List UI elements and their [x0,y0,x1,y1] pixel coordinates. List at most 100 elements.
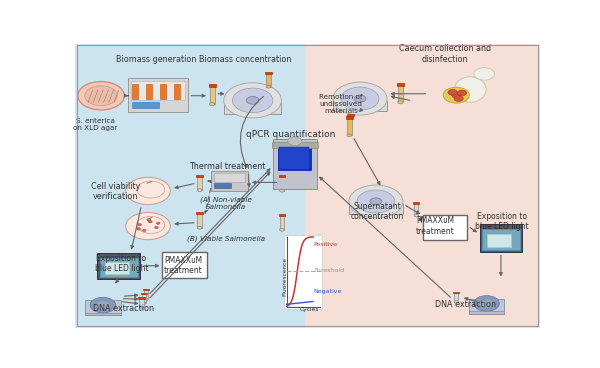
FancyBboxPatch shape [454,293,458,302]
FancyBboxPatch shape [214,183,231,188]
FancyBboxPatch shape [160,84,166,99]
Circle shape [142,229,146,231]
Circle shape [85,86,118,106]
FancyBboxPatch shape [333,100,387,111]
Text: Biomass generation: Biomass generation [116,55,197,64]
Text: (A) Non-viable
Salmonella: (A) Non-viable Salmonella [200,196,252,210]
FancyBboxPatch shape [209,86,215,104]
FancyBboxPatch shape [132,102,159,107]
FancyBboxPatch shape [453,292,460,293]
Circle shape [398,101,403,104]
FancyBboxPatch shape [131,81,185,100]
FancyBboxPatch shape [197,176,202,190]
Text: Exposition to
blue LED light: Exposition to blue LED light [475,212,529,231]
FancyBboxPatch shape [346,116,353,118]
Circle shape [232,88,273,113]
FancyBboxPatch shape [278,145,311,170]
Circle shape [474,68,494,80]
Circle shape [137,181,165,198]
FancyBboxPatch shape [196,175,203,177]
FancyBboxPatch shape [423,215,467,240]
Circle shape [142,302,146,304]
Circle shape [370,198,382,205]
FancyBboxPatch shape [196,212,203,214]
FancyBboxPatch shape [398,85,403,102]
Text: qPCR quantification: qPCR quantification [245,130,335,139]
FancyBboxPatch shape [224,102,281,114]
FancyBboxPatch shape [85,313,121,315]
Circle shape [414,214,418,217]
Circle shape [454,301,458,303]
Circle shape [197,189,202,191]
Circle shape [452,92,461,98]
Text: Thermal treatment: Thermal treatment [190,162,266,170]
Circle shape [357,190,395,213]
Circle shape [454,96,463,102]
Text: Positive: Positive [314,242,338,247]
FancyBboxPatch shape [482,229,520,250]
FancyBboxPatch shape [211,171,248,191]
FancyBboxPatch shape [397,83,404,85]
Text: Fluorescence: Fluorescence [282,256,287,296]
Text: Exposition to
blue LED light: Exposition to blue LED light [95,254,148,273]
FancyBboxPatch shape [272,142,317,148]
Circle shape [246,96,259,104]
FancyBboxPatch shape [279,147,309,169]
Text: Cycles: Cycles [299,307,319,312]
FancyBboxPatch shape [209,84,215,87]
FancyBboxPatch shape [214,173,245,182]
FancyBboxPatch shape [469,298,504,314]
FancyBboxPatch shape [280,176,284,191]
Circle shape [349,185,403,218]
FancyBboxPatch shape [163,252,206,278]
FancyBboxPatch shape [265,72,272,74]
FancyBboxPatch shape [272,139,317,189]
FancyBboxPatch shape [278,175,285,177]
Circle shape [341,87,379,110]
Text: Biomass concentration: Biomass concentration [199,55,291,64]
Circle shape [125,177,170,205]
FancyBboxPatch shape [280,215,284,230]
FancyBboxPatch shape [469,311,504,314]
Circle shape [148,221,152,223]
Circle shape [448,89,457,95]
Circle shape [138,223,142,226]
Text: Remotion of
undissolved
materials: Remotion of undissolved materials [319,94,362,114]
Circle shape [78,82,124,110]
Text: Supernatant
concentration: Supernatant concentration [350,202,404,221]
Circle shape [197,226,202,229]
FancyBboxPatch shape [479,224,523,252]
FancyBboxPatch shape [349,204,403,214]
Circle shape [280,189,284,192]
Text: PMAXXᴜM
treatment: PMAXXᴜM treatment [164,256,202,275]
Circle shape [266,85,271,88]
Circle shape [155,226,158,229]
Circle shape [144,298,148,300]
FancyBboxPatch shape [105,262,128,274]
Circle shape [125,212,170,240]
Text: Cell viability
verification: Cell viability verification [91,182,140,201]
Circle shape [479,299,494,308]
FancyBboxPatch shape [132,84,138,99]
FancyBboxPatch shape [414,203,418,216]
FancyBboxPatch shape [278,214,285,216]
Circle shape [157,222,160,224]
Circle shape [474,296,499,311]
Circle shape [280,228,284,231]
Text: Threshold: Threshold [314,268,344,273]
FancyBboxPatch shape [143,289,149,290]
FancyBboxPatch shape [85,300,121,315]
FancyBboxPatch shape [97,253,140,279]
FancyBboxPatch shape [305,44,540,328]
Text: DNA extraction: DNA extraction [435,300,496,309]
Text: Negative: Negative [314,289,342,294]
Circle shape [457,90,467,96]
Circle shape [443,87,469,103]
Text: S. enterica
on XLD agar: S. enterica on XLD agar [73,118,117,131]
Text: (B) Viable Salmonella: (B) Viable Salmonella [187,235,265,241]
Circle shape [139,306,143,309]
Circle shape [354,95,366,102]
FancyBboxPatch shape [139,297,145,298]
Circle shape [347,134,352,137]
FancyBboxPatch shape [75,44,305,328]
